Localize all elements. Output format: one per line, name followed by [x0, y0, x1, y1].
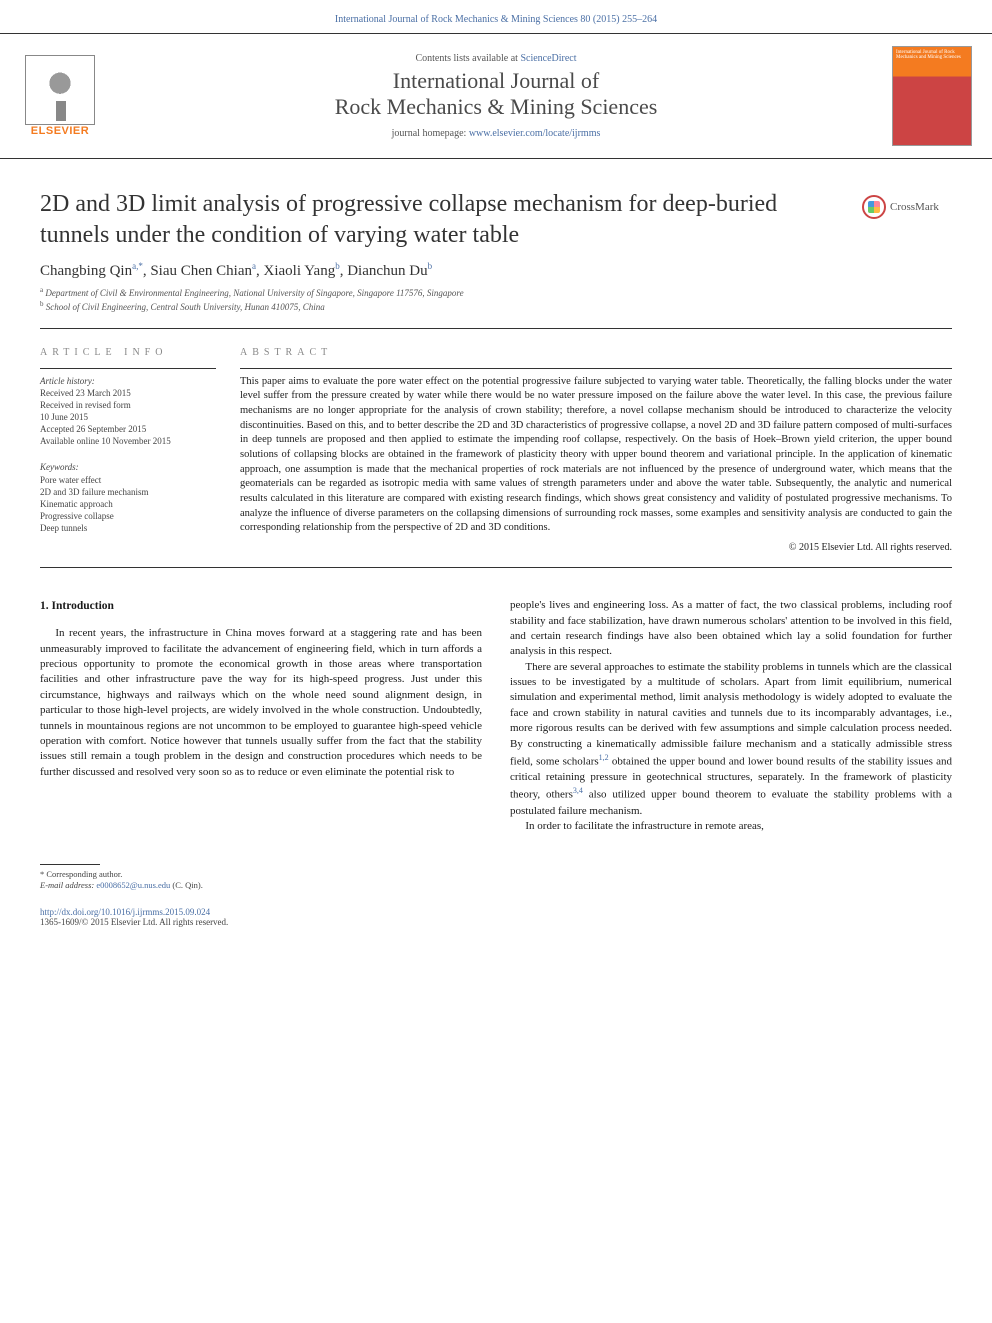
- article-info-heading: ARTICLE INFO: [40, 347, 216, 358]
- intro-para-2: There are several approaches to estimate…: [510, 660, 952, 819]
- keyword-5: Deep tunnels: [40, 522, 216, 534]
- author-3: Xiaoli Yang: [264, 263, 336, 279]
- body-columns: 1. Introduction In recent years, the inf…: [0, 568, 992, 834]
- email-link[interactable]: e0008652@u.nus.edu: [96, 880, 170, 890]
- aff1-sup: a: [40, 286, 43, 294]
- author-4: Dianchun Du: [347, 263, 427, 279]
- author-3-sup: b: [335, 261, 340, 271]
- contents-prefix: Contents lists available at: [415, 53, 520, 64]
- aff1-text: Department of Civil & Environmental Engi…: [45, 288, 463, 298]
- p2-a: There are several approaches to estimate…: [510, 661, 952, 768]
- abstract-text: This paper aims to evaluate the pore wat…: [240, 375, 952, 537]
- aff2-sup: b: [40, 300, 44, 308]
- corresponding-author: * Corresponding author.: [40, 869, 436, 880]
- authors-line: Changbing Qina,*, Siau Chen Chiana, Xiao…: [0, 257, 992, 286]
- sciencedirect-link[interactable]: ScienceDirect: [520, 53, 576, 64]
- crossmark-label: CrossMark: [890, 201, 939, 213]
- journal-line1: International Journal of: [393, 68, 600, 93]
- intro-para-1: In recent years, the infrastructure in C…: [40, 626, 482, 780]
- doi-block: http://dx.doi.org/10.1016/j.ijrmms.2015.…: [0, 899, 992, 947]
- email-line: E-mail address: e0008652@u.nus.edu (C. Q…: [40, 880, 436, 891]
- doi-link[interactable]: http://dx.doi.org/10.1016/j.ijrmms.2015.…: [40, 907, 210, 917]
- top-citation: International Journal of Rock Mechanics …: [0, 0, 992, 33]
- section-1-heading: 1. Introduction: [40, 598, 482, 614]
- online-date: Available online 10 November 2015: [40, 435, 216, 447]
- author-1: Changbing Qin: [40, 263, 132, 279]
- keyword-1: Pore water effect: [40, 474, 216, 486]
- email-label: E-mail address:: [40, 880, 96, 890]
- intro-para-3: In order to facilitate the infrastructur…: [510, 819, 952, 834]
- author-4-sup: b: [428, 261, 433, 271]
- revised-line2: 10 June 2015: [40, 411, 216, 423]
- ref-link-3-4[interactable]: 3,4: [573, 786, 583, 795]
- crossmark-icon: [862, 195, 886, 219]
- history-label: Article history:: [40, 375, 216, 387]
- intro-para-1-cont: people's lives and engineering loss. As …: [510, 598, 952, 660]
- author-2: Siau Chen Chian: [150, 263, 252, 279]
- elsevier-label: ELSEVIER: [31, 125, 89, 137]
- abstract-column: ABSTRACT This paper aims to evaluate the…: [240, 347, 952, 554]
- footnote-rule: [40, 864, 100, 865]
- article-title: 2D and 3D limit analysis of progressive …: [40, 189, 842, 251]
- received-date: Received 23 March 2015: [40, 387, 216, 399]
- revised-line1: Received in revised form: [40, 399, 216, 411]
- journal-name: International Journal of Rock Mechanics …: [100, 68, 892, 121]
- journal-header: ELSEVIER Contents lists available at Sci…: [0, 33, 992, 159]
- body-column-left: 1. Introduction In recent years, the inf…: [40, 598, 482, 834]
- keyword-3: Kinematic approach: [40, 498, 216, 510]
- elsevier-logo: ELSEVIER: [20, 48, 100, 144]
- issn-copyright: 1365-1609/© 2015 Elsevier Ltd. All right…: [40, 917, 952, 927]
- author-1-sup: a,*: [132, 261, 143, 271]
- abstract-heading: ABSTRACT: [240, 347, 952, 358]
- body-column-right: people's lives and engineering loss. As …: [510, 598, 952, 834]
- keywords-label: Keywords:: [40, 461, 216, 473]
- affiliations: a Department of Civil & Environmental En…: [0, 286, 992, 327]
- crossmark-badge[interactable]: CrossMark: [862, 195, 952, 219]
- homepage-link[interactable]: www.elsevier.com/locate/ijrmms: [469, 128, 601, 139]
- header-center: Contents lists available at ScienceDirec…: [100, 53, 892, 140]
- journal-cover-thumbnail: International Journal of Rock Mechanics …: [892, 46, 972, 146]
- homepage-line: journal homepage: www.elsevier.com/locat…: [100, 128, 892, 139]
- email-suffix: (C. Qin).: [170, 880, 203, 890]
- keyword-4: Progressive collapse: [40, 510, 216, 522]
- journal-line2: Rock Mechanics & Mining Sciences: [335, 94, 658, 119]
- aff2-text: School of Civil Engineering, Central Sou…: [46, 302, 325, 312]
- article-info-column: ARTICLE INFO Article history: Received 2…: [40, 347, 240, 554]
- accepted-date: Accepted 26 September 2015: [40, 423, 216, 435]
- contents-line: Contents lists available at ScienceDirec…: [100, 53, 892, 64]
- footnote-block: * Corresponding author. E-mail address: …: [0, 834, 476, 899]
- homepage-prefix: journal homepage:: [392, 128, 469, 139]
- abstract-copyright: © 2015 Elsevier Ltd. All rights reserved…: [240, 542, 952, 553]
- ref-link-1-2[interactable]: 1,2: [599, 753, 609, 762]
- elsevier-tree-icon: [25, 55, 95, 125]
- author-2-sup: a: [252, 261, 256, 271]
- keyword-2: 2D and 3D failure mechanism: [40, 486, 216, 498]
